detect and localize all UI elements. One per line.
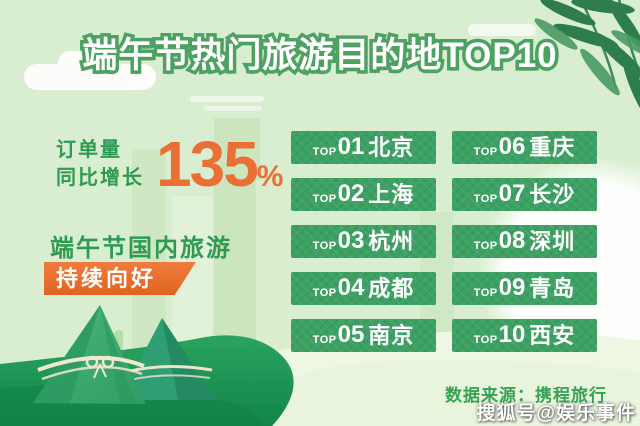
rank-badge-02: TOP 02 上海 bbox=[291, 178, 436, 211]
rank-prefix: TOP bbox=[473, 240, 498, 252]
rank-number: 02 bbox=[337, 180, 365, 207]
rank-badge-06: TOP 06 重庆 bbox=[452, 131, 597, 164]
rank-number: 03 bbox=[337, 227, 365, 254]
bamboo-leaves-icon bbox=[534, 0, 640, 118]
rank-badge-10: TOP 10 西安 bbox=[452, 319, 597, 352]
rank-badge-07: TOP 07 长沙 bbox=[452, 178, 597, 211]
zongzi-scene bbox=[0, 305, 640, 426]
domestic-travel-subtitle: 端午节国内旅游 bbox=[50, 235, 232, 262]
sohu-watermark: 搜狐号@娱乐事件 bbox=[476, 403, 636, 424]
order-volume-line2: 同比增长 bbox=[56, 167, 144, 189]
rank-number: 10 bbox=[498, 321, 526, 348]
data-source-label: 数据来源：携程旅行 bbox=[445, 386, 607, 405]
city-name: 成都 bbox=[368, 276, 415, 301]
rank-number: 04 bbox=[337, 274, 365, 301]
growth-value: 135 bbox=[156, 128, 259, 200]
cloud-decor bbox=[468, 24, 536, 36]
city-name: 深圳 bbox=[529, 229, 576, 254]
rank-number: 07 bbox=[498, 180, 526, 207]
rank-badge-03: TOP 03 杭州 bbox=[291, 225, 436, 258]
rank-badge-08: TOP 08 深圳 bbox=[452, 225, 597, 258]
city-name: 北京 bbox=[368, 135, 415, 160]
order-volume-label: 订单量 同比增长 bbox=[56, 136, 144, 192]
city-name: 杭州 bbox=[368, 229, 415, 254]
cloud-decor bbox=[24, 51, 156, 90]
rank-badge-09: TOP 09 青岛 bbox=[452, 272, 597, 305]
rank-prefix: TOP bbox=[312, 287, 337, 299]
rank-prefix: TOP bbox=[312, 240, 337, 252]
city-name: 长沙 bbox=[529, 182, 576, 207]
growth-unit: % bbox=[256, 160, 284, 193]
rank-prefix: TOP bbox=[473, 334, 498, 346]
cloud-streak-decor bbox=[190, 96, 264, 102]
rank-prefix: TOP bbox=[312, 193, 337, 205]
page-title-outline: 端午节热门旅游目的地TOP10 bbox=[79, 33, 560, 79]
growth-stat: 135% bbox=[156, 122, 283, 206]
rank-number: 09 bbox=[498, 274, 526, 301]
rank-badge-05: TOP 05 南京 bbox=[291, 319, 436, 352]
rank-prefix: TOP bbox=[473, 146, 498, 158]
rank-prefix: TOP bbox=[312, 146, 337, 158]
rank-number: 06 bbox=[498, 133, 526, 160]
rank-prefix: TOP bbox=[473, 287, 498, 299]
city-name: 西安 bbox=[529, 323, 576, 348]
city-name: 南京 bbox=[368, 323, 415, 348]
rank-badge-01: TOP 01 北京 bbox=[291, 131, 436, 164]
order-volume-line1: 订单量 bbox=[56, 139, 122, 161]
page-title: 端午节热门旅游目的地TOP10 端午节热门旅游目的地TOP10 bbox=[0, 28, 640, 84]
zongzi-front bbox=[33, 305, 146, 404]
city-name: 上海 bbox=[368, 182, 415, 207]
rank-number: 05 bbox=[337, 321, 365, 348]
rank-prefix: TOP bbox=[312, 334, 337, 346]
city-name: 青岛 bbox=[529, 276, 576, 301]
trend-banner: 持续向好 bbox=[44, 262, 196, 295]
cloud-streak-decor bbox=[204, 106, 262, 111]
rank-prefix: TOP bbox=[473, 193, 498, 205]
rank-number: 01 bbox=[337, 133, 365, 160]
city-name: 重庆 bbox=[529, 135, 576, 160]
ranking-list: TOP 01 北京 TOP 02 上海 TOP 03 杭州 TOP 04 成都 TOP 05 南京 … bbox=[291, 131, 597, 352]
rank-number: 08 bbox=[498, 227, 526, 254]
rank-badge-04: TOP 04 成都 bbox=[291, 272, 436, 305]
page-title-text: 端午节热门旅游目的地TOP10 bbox=[82, 36, 558, 75]
